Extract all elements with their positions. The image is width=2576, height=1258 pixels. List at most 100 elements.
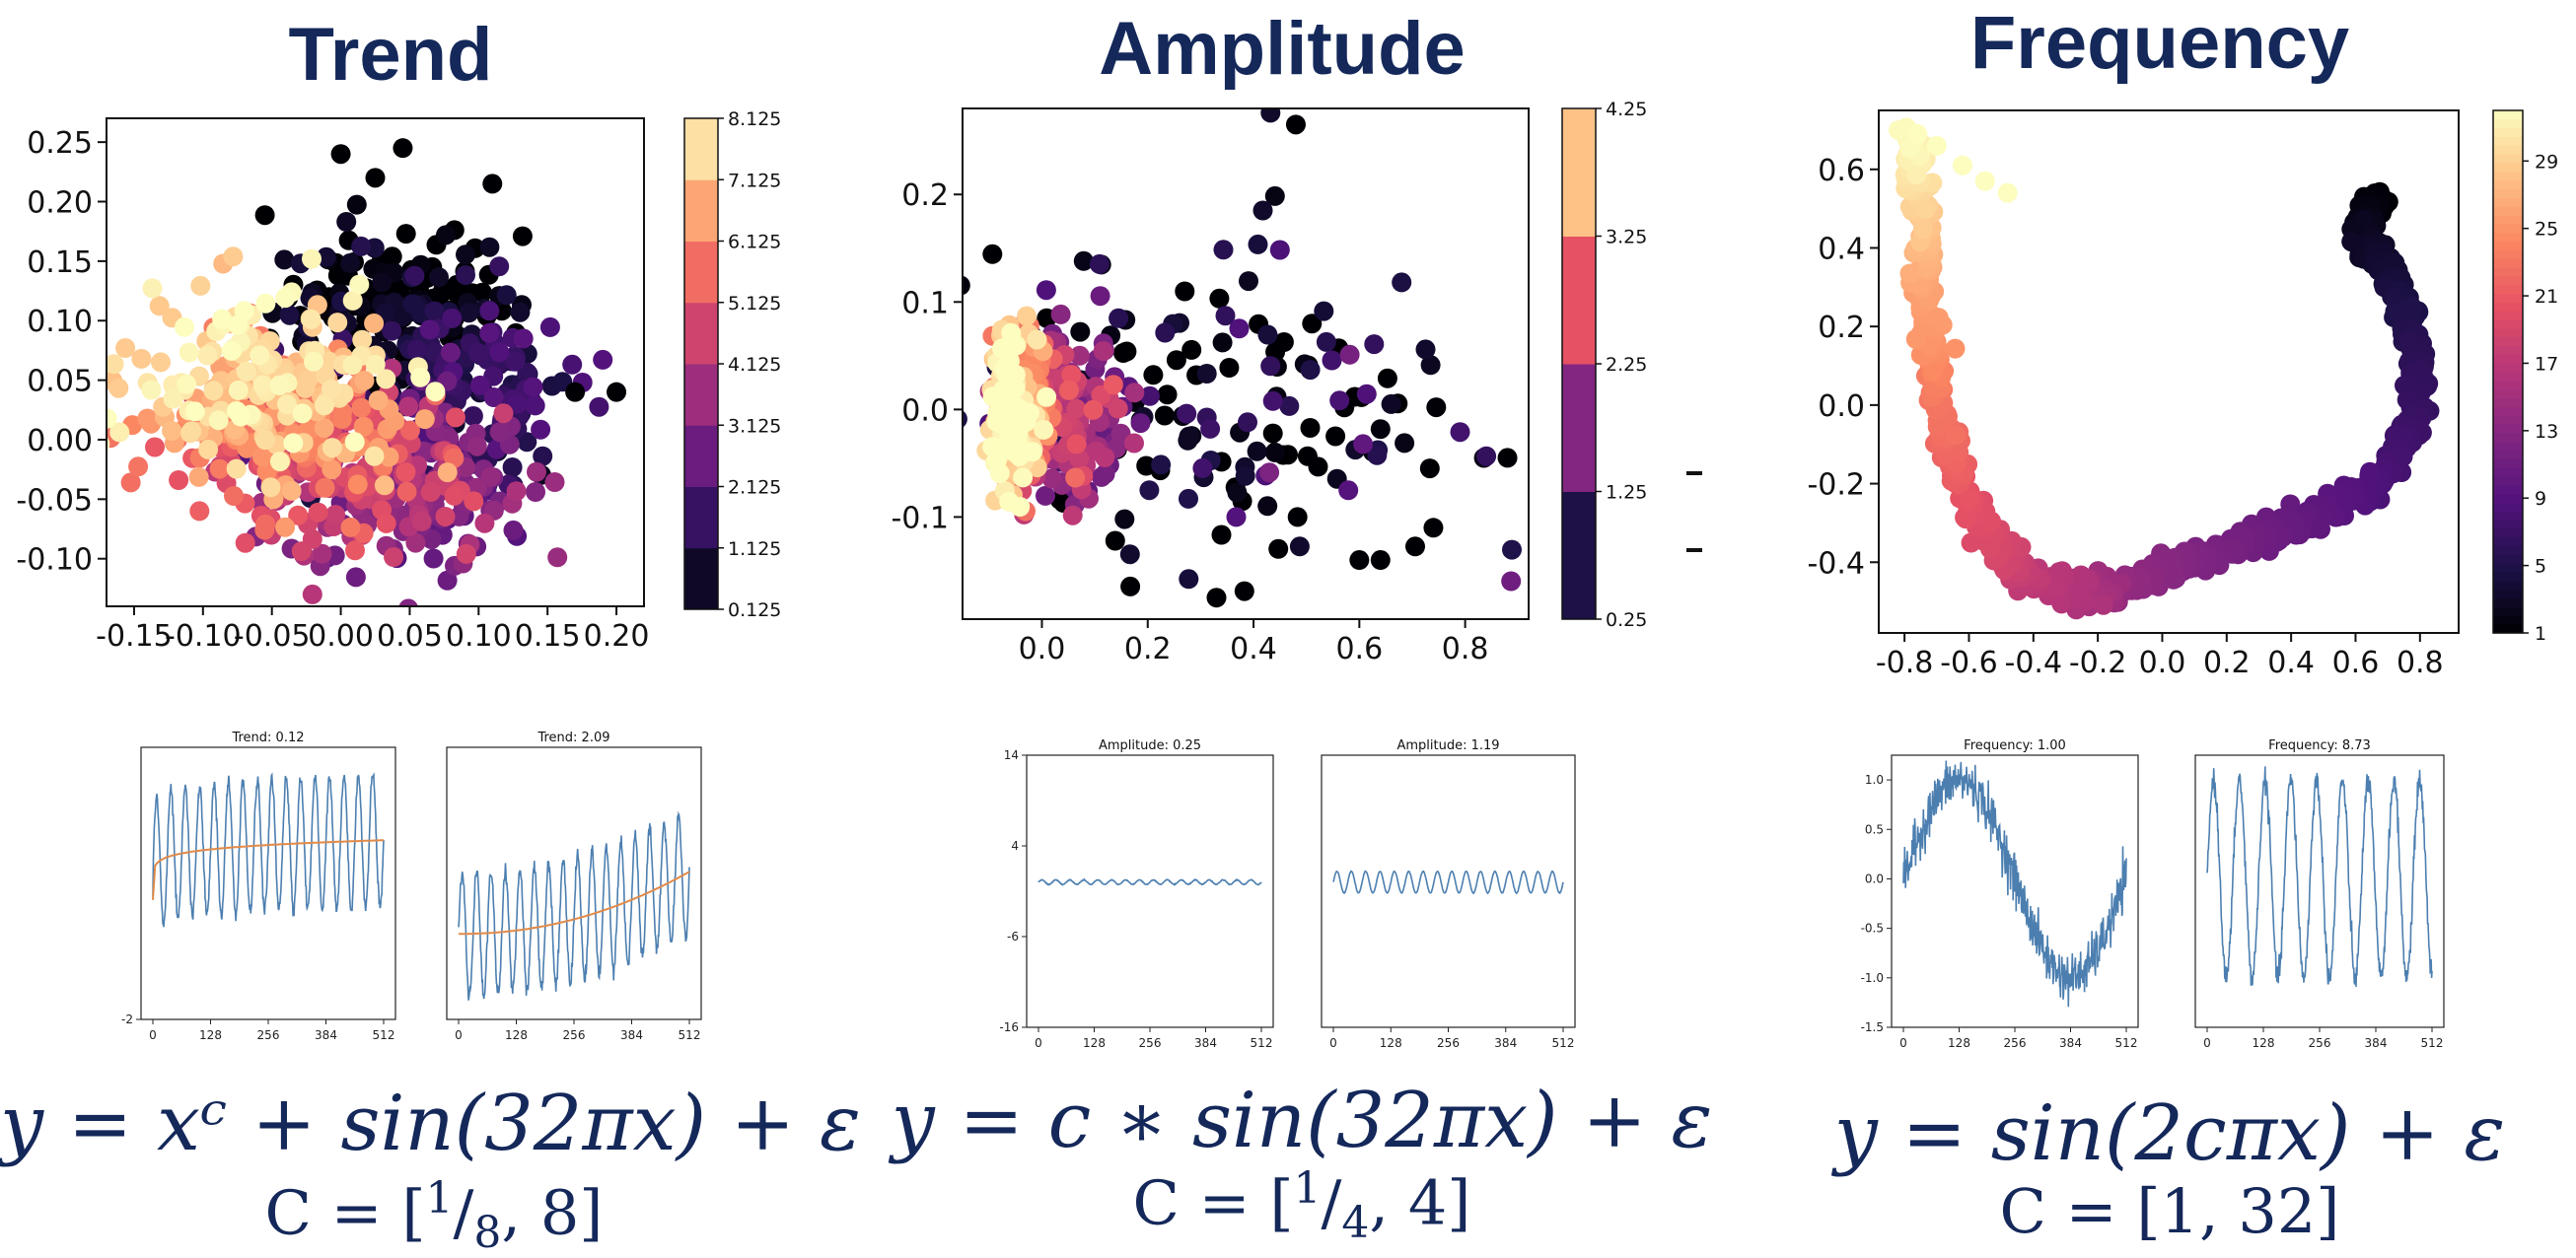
amplitude-sample-high: Amplitude: 1.19 0 128 256 384 512: [1321, 738, 1576, 1050]
scatter-point: [852, 378, 872, 397]
y-tick-label: -2: [121, 1013, 133, 1026]
sample-trend-line: [459, 871, 690, 936]
scatter-point: [226, 458, 247, 479]
x-tick-label: 256: [563, 1028, 586, 1042]
scatter-point: [184, 401, 205, 422]
scatter-point: [469, 375, 490, 395]
scatter-point: [107, 408, 117, 429]
scatter-point: [2353, 209, 2374, 230]
y-tick-label: -1.5: [1861, 1020, 1884, 1034]
scatter-point: [1215, 306, 1236, 326]
scatter-point: [291, 541, 312, 562]
x-tick-label: 256: [257, 1028, 280, 1042]
scatter-point: [210, 357, 231, 378]
x-tick-label: 0.05: [377, 619, 443, 654]
scatter-point: [1073, 250, 1094, 271]
scatter-point: [254, 520, 275, 540]
colorbar-band: [2493, 484, 2523, 495]
colorbar-band: [2493, 223, 2523, 234]
scatter-point: [379, 447, 399, 467]
x-tick-label: 256: [2309, 1036, 2331, 1050]
scatter-point: [1353, 434, 1374, 454]
x-tick-label: 0.0: [2139, 646, 2186, 680]
scatter-point: [527, 461, 546, 482]
x-tick-label: 0.4: [1230, 632, 1277, 666]
plot-frame: [962, 107, 1530, 620]
scatter-point: [107, 354, 124, 375]
scatter-point: [1370, 550, 1391, 571]
scatter-point: [423, 548, 444, 569]
scatter-point: [993, 414, 1014, 435]
scatter-point: [1426, 397, 1447, 418]
scatter-point: [1260, 356, 1281, 377]
scatter-point: [1956, 509, 1976, 529]
x-tick-label: 0: [1035, 1036, 1042, 1050]
formula-amplitude: y = c ∗ sin(32πx) + ε: [891, 1077, 1713, 1165]
plot-frame: [106, 117, 645, 607]
scatter-point: [1415, 339, 1436, 360]
scatter-point: [1356, 384, 1377, 404]
y-tick-label: 0.1: [901, 286, 949, 320]
scatter-point: [502, 457, 523, 477]
scatter-point: [181, 421, 202, 442]
scatter-point: [1322, 350, 1342, 371]
x-tick-label: 0.0: [1019, 632, 1066, 666]
y-tick-label: -0.5: [1861, 922, 1884, 936]
scatter-point: [1262, 423, 1283, 444]
colorbar-tick-label: 9: [2535, 488, 2546, 510]
colorbar-band: [684, 179, 718, 242]
scatter-point: [345, 540, 365, 561]
scatter-point: [533, 446, 553, 466]
scatter-point: [279, 305, 300, 325]
colorbar-band: [2493, 284, 2523, 295]
y-tick-label: 0.25: [27, 126, 93, 161]
scatter-point: [325, 505, 346, 525]
colorbar: 8.125 7.125 6.125 5.125 4.125 3.125 2.125 1.125…: [683, 108, 781, 621]
scatter-point: [1116, 341, 1137, 362]
scatter-point: [351, 236, 372, 256]
colorbar-band: [2493, 624, 2523, 634]
scatter-point: [483, 387, 504, 407]
x-tick-label: 128: [1948, 1036, 1970, 1050]
scatter-point: [331, 409, 352, 429]
scatter-point: [442, 308, 463, 328]
scatter-point: [1279, 395, 1300, 416]
scatter-point: [209, 458, 230, 479]
colorbar-band: [684, 364, 718, 426]
scatter-point: [410, 367, 431, 387]
colorbar-band: [2493, 388, 2523, 399]
scatter-point: [419, 319, 440, 340]
scatter-point: [1926, 135, 1947, 156]
scatter-point: [1370, 419, 1391, 440]
sample-series-line: [1902, 760, 2127, 1008]
scatter-point: [1377, 368, 1397, 388]
x-tick-label: 0: [1899, 1036, 1907, 1050]
scatter-point: [1023, 442, 1042, 462]
amplitude-sample-low: Amplitude: 0.25 0 128 256 384 512 14 4 -6 -16: [999, 738, 1274, 1050]
x-tick-label: -0.6: [1940, 646, 1998, 680]
scatter-point: [466, 436, 487, 456]
scatter-point: [128, 456, 149, 477]
scatter-point: [1268, 538, 1289, 559]
scatter-point: [252, 375, 273, 395]
scatter-point: [1952, 155, 1972, 175]
colorbar-band: [2493, 458, 2523, 468]
scatter-point: [1175, 281, 1195, 302]
x-tick-label: 512: [1251, 1036, 1273, 1050]
scatter-point: [1090, 286, 1110, 307]
scatter-point: [269, 452, 290, 472]
c-range-trend: C = [1/8, 8]: [264, 1173, 604, 1258]
colorbar-band: [2493, 432, 2523, 443]
scatter-point: [115, 338, 136, 358]
scatter-point: [1139, 385, 1160, 406]
sample-title: Frequency: 8.73: [2268, 738, 2371, 753]
colorbar-band: [2493, 258, 2523, 268]
y-tick-label: -0.4: [1807, 546, 1865, 581]
scatter-point: [340, 252, 361, 273]
x-tick-label: 512: [2421, 1036, 2444, 1050]
colorbar-band: [2493, 188, 2523, 198]
scatter-point: [1103, 375, 1123, 395]
scatter-point: [463, 406, 483, 426]
scatter-point: [1093, 341, 1113, 362]
